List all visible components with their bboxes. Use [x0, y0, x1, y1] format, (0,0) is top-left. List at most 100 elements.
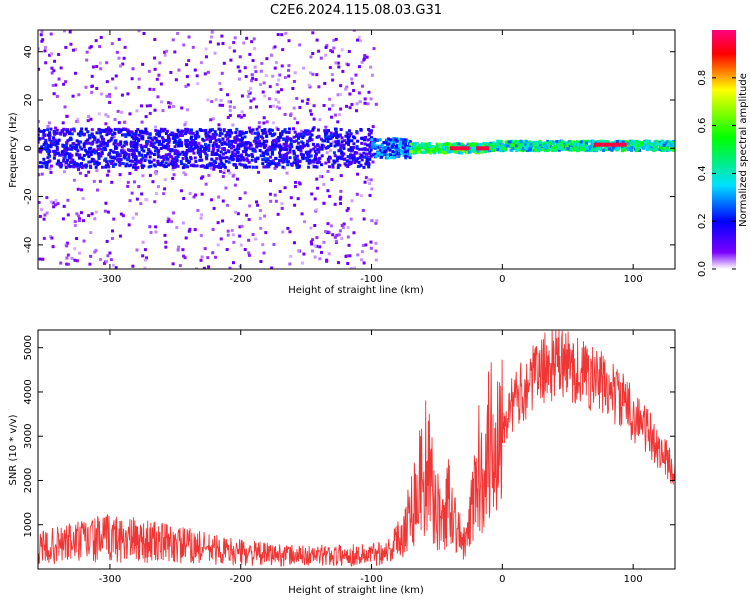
- spectrogram-noise-cell: [313, 145, 317, 149]
- spectrogram-noise-cell: [209, 35, 213, 39]
- spectrogram-noise-cell: [149, 140, 153, 144]
- spectrogram-noise-cell: [228, 171, 232, 175]
- spectrogram-noise-cell: [271, 74, 275, 78]
- spectrogram-band-cell: [515, 149, 519, 153]
- spectrogram-frame: [37, 29, 676, 270]
- spectrogram-noise-cell: [48, 53, 52, 57]
- spectrogram-noise-cell: [262, 251, 266, 255]
- spectrogram-band-cell: [671, 148, 675, 152]
- spectrogram-band-cell: [347, 135, 351, 139]
- spectrogram-band-cell: [180, 144, 184, 148]
- spectrogram-noise-cell: [274, 199, 278, 203]
- spectrogram-band-cell: [152, 163, 156, 167]
- spectrogram-band-cell: [228, 134, 232, 138]
- spectrogram-noise-cell: [277, 106, 281, 110]
- spectrogram-band-cell: [49, 141, 53, 145]
- spectrogram-band-cell: [187, 161, 191, 165]
- spectrogram-band-cell: [326, 137, 330, 141]
- spectrogram-band-cell: [524, 143, 528, 147]
- spectrogram-noise-cell: [348, 254, 352, 258]
- spectrogram-band-cell: [653, 140, 657, 144]
- spectrogram-band-cell: [210, 150, 214, 154]
- spectrogram-band-cell: [164, 138, 168, 142]
- spectrogram-band-cell: [170, 148, 174, 152]
- spectrogram-noise-cell: [47, 135, 51, 139]
- spectrogram-band-cell: [623, 148, 627, 152]
- spectrogram-band-cell: [340, 140, 344, 144]
- spectrogram-noise-cell: [119, 212, 123, 216]
- spectrogram-band-cell: [174, 163, 178, 167]
- spectrogram-band-cell: [55, 162, 59, 166]
- spectrogram-noise-cell: [225, 203, 229, 207]
- spectrogram-noise-cell: [251, 59, 255, 63]
- spectrogram-band-cell: [55, 145, 59, 149]
- spectrogram-band-cell: [223, 165, 227, 169]
- spectrogram-noise-cell: [375, 219, 379, 223]
- spectrogram-noise-cell: [200, 213, 204, 217]
- spectrogram-noise-cell: [49, 52, 53, 56]
- spectrogram-band-cell: [424, 142, 428, 146]
- spectrogram-band-cell: [340, 136, 344, 140]
- spectrogram-band-cell: [369, 136, 373, 140]
- spectrogram-band-cell: [212, 163, 216, 167]
- spectrogram-noise-cell: [212, 167, 216, 171]
- spectrogram-noise-cell: [275, 83, 279, 87]
- spectrogram-band-cell: [238, 130, 242, 134]
- spectrogram-band-cell: [40, 148, 44, 152]
- spectrogram-band-cell: [133, 140, 137, 144]
- spectrogram-band-cell: [331, 163, 335, 167]
- spectrogram-band-cell: [166, 134, 170, 138]
- spectrogram-band-cell: [279, 148, 283, 152]
- spectrogram-noise-cell: [275, 126, 279, 130]
- spectrogram-noise-cell: [158, 61, 162, 65]
- spectrogram-noise-cell: [38, 67, 41, 71]
- spectrogram-band-cell: [333, 127, 337, 131]
- spectrogram-band-cell: [105, 144, 109, 148]
- spectrogram-band-cell: [399, 151, 403, 155]
- spectrogram-band-cell: [173, 136, 177, 140]
- spectrogram-band-cell: [591, 146, 595, 150]
- spectrogram-noise-cell: [97, 112, 101, 116]
- spectrogram-noise-cell: [59, 261, 63, 265]
- spectrogram-band-cell: [255, 144, 259, 148]
- spectrogram-band-cell: [307, 165, 311, 169]
- spectrogram-noise-cell: [118, 173, 122, 177]
- spectrogram-noise-cell: [247, 251, 251, 255]
- spectrogram-noise-cell: [264, 74, 268, 78]
- spectrogram-noise-cell: [361, 243, 365, 247]
- spectrogram-band-cell: [226, 137, 230, 141]
- spectrogram-peak: [450, 146, 470, 151]
- spectrogram-noise-cell: [240, 224, 244, 228]
- spectrogram-band-cell: [426, 147, 430, 151]
- spectrogram-band-cell: [112, 150, 116, 154]
- spectrogram-band-cell: [252, 139, 256, 143]
- spectrogram-noise-cell: [221, 219, 225, 223]
- spectrogram-band-cell: [109, 138, 113, 142]
- spectrogram-band-cell: [130, 159, 134, 163]
- spectrogram-noise-cell: [212, 206, 216, 210]
- spectrogram-band-cell: [221, 152, 225, 156]
- spectrogram-noise-cell: [74, 47, 78, 51]
- spectrogram-band-cell: [174, 156, 178, 160]
- spectrogram-band-cell: [196, 149, 200, 153]
- spectrogram-band-cell: [80, 147, 84, 151]
- spectrogram-noise-cell: [114, 74, 118, 78]
- spectrogram-band-cell: [246, 141, 250, 145]
- spectrogram-noise-cell: [371, 160, 375, 164]
- spectrogram-band-cell: [56, 160, 60, 164]
- spectrogram-band-cell: [432, 149, 436, 153]
- spectrogram-noise-cell: [122, 148, 126, 152]
- spectrogram-band-cell: [84, 141, 88, 145]
- spectrogram-noise-cell: [211, 227, 215, 231]
- spectrogram-noise-cell: [245, 213, 249, 217]
- spectrogram-noise-cell: [186, 108, 190, 112]
- spectrogram-noise-cell: [105, 80, 109, 84]
- spectrogram-noise-cell: [51, 245, 55, 249]
- spectrogram-band-cell: [324, 146, 328, 150]
- spectrogram-band-cell: [207, 146, 211, 150]
- spectrogram-noise-cell: [336, 61, 340, 65]
- spectrogram-band-cell: [281, 160, 285, 164]
- spectrogram-band-cell: [576, 145, 580, 149]
- spectrogram-band-cell: [519, 145, 523, 149]
- spectrogram-band-cell: [39, 150, 43, 154]
